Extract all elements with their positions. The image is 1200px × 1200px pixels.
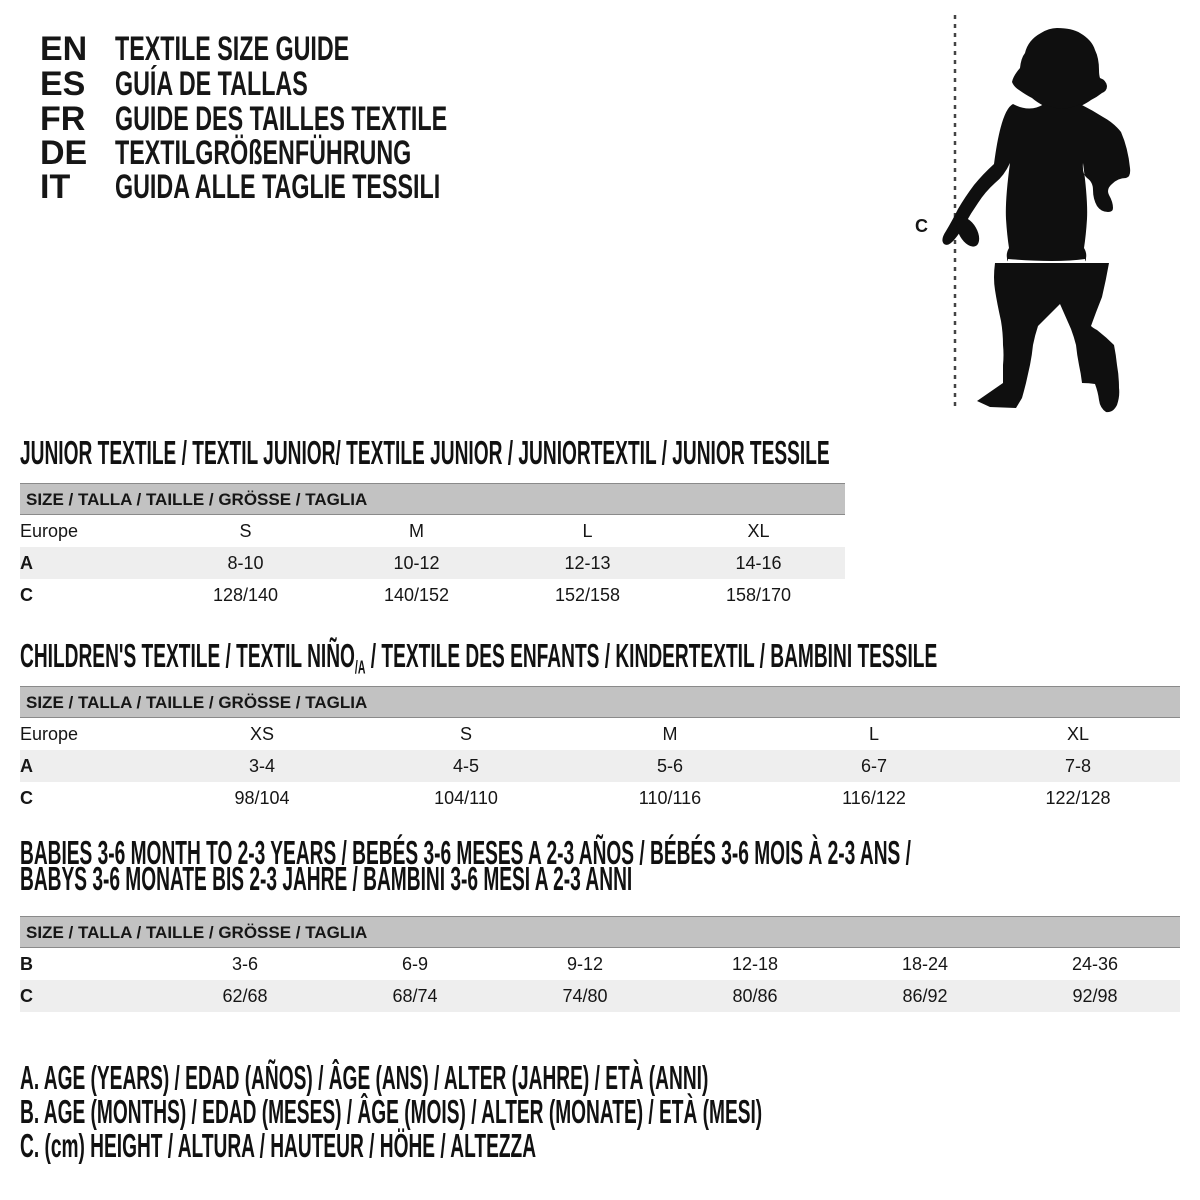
svg-text:C: C [915,216,928,236]
